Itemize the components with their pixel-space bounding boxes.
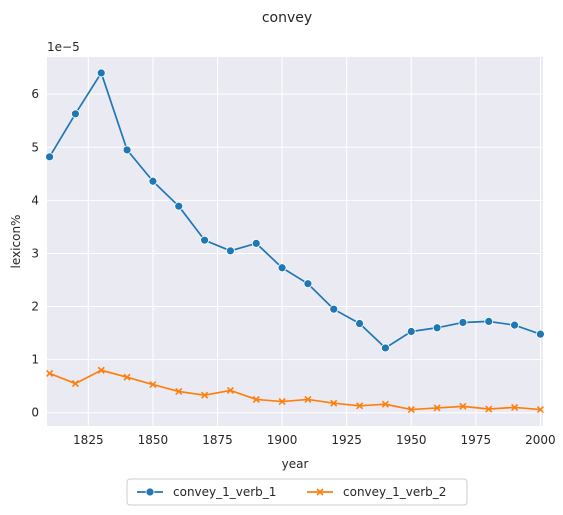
data-point <box>97 366 105 374</box>
data-point <box>510 320 519 330</box>
data-point <box>485 405 493 413</box>
legend-label: convey_1_verb_1 <box>173 485 276 499</box>
chart-title: convey <box>262 10 312 26</box>
data-point <box>71 109 80 119</box>
data-point <box>459 402 467 410</box>
series-2 <box>46 366 544 414</box>
data-point <box>356 402 364 410</box>
data-point <box>200 235 209 245</box>
x-tick-label: 1950 <box>396 433 427 447</box>
y-tick-label: 6 <box>31 87 39 101</box>
plot-area <box>47 57 543 426</box>
data-point <box>251 238 261 248</box>
data-point <box>536 405 544 414</box>
data-point <box>355 319 364 328</box>
y-tick-label: 0 <box>31 406 39 420</box>
legend-box <box>126 478 468 506</box>
data-point <box>277 263 287 273</box>
x-tick-label: 1925 <box>331 433 362 447</box>
data-point <box>45 152 54 162</box>
data-point <box>536 329 545 339</box>
data-point <box>252 395 260 404</box>
data-point <box>406 327 416 336</box>
data-point <box>71 379 79 388</box>
x-tick-label: 1825 <box>73 433 104 447</box>
data-point <box>226 246 235 256</box>
data-point <box>148 176 158 186</box>
data-point <box>123 373 131 381</box>
data-point <box>304 395 312 404</box>
x-tick-label: 1850 <box>138 433 169 447</box>
x-tick-label: 1900 <box>267 433 298 447</box>
y-axis-label: lexicon% <box>9 215 23 269</box>
data-point <box>433 404 441 412</box>
data-point <box>458 318 468 327</box>
series-1 <box>45 68 545 353</box>
y-tick-label: 3 <box>31 246 39 260</box>
data-point <box>407 405 415 414</box>
data-point <box>303 279 313 289</box>
data-point <box>201 391 209 399</box>
x-axis-label: year <box>282 457 309 471</box>
y-scale-label: 1e−5 <box>47 40 80 54</box>
series-layer <box>45 68 545 414</box>
data-point <box>278 398 286 406</box>
x-tick-label: 1975 <box>461 433 492 447</box>
data-point <box>174 201 184 211</box>
y-tick-label: 4 <box>31 193 39 207</box>
data-point <box>330 399 338 407</box>
y-tick-label: 1 <box>31 353 39 367</box>
legend-marker <box>316 488 324 496</box>
x-tick-label: 1875 <box>202 433 233 447</box>
data-point <box>175 387 183 396</box>
data-point <box>122 145 132 155</box>
data-point <box>329 304 339 314</box>
data-point <box>381 400 389 408</box>
gridlines <box>47 57 543 426</box>
data-point <box>381 343 390 353</box>
data-point <box>226 386 234 394</box>
data-point <box>149 381 157 389</box>
tick-labels: 1825 1850 1875 1900 1925 1950 1975 2000 0 1 2 3 4 5 6 <box>31 87 555 447</box>
data-point <box>484 317 494 326</box>
data-point <box>432 323 442 333</box>
data-point <box>511 403 519 411</box>
y-tick-label: 5 <box>31 140 39 154</box>
legend: convey_1_verb_1 convey_1_verb_2 <box>126 478 468 506</box>
legend-marker <box>145 487 155 497</box>
data-point <box>96 68 106 78</box>
x-tick-label: 2000 <box>525 433 556 447</box>
series-line <box>49 369 541 411</box>
data-point <box>46 369 54 378</box>
legend-label: convey_1_verb_2 <box>343 485 446 499</box>
y-tick-label: 2 <box>31 300 39 314</box>
